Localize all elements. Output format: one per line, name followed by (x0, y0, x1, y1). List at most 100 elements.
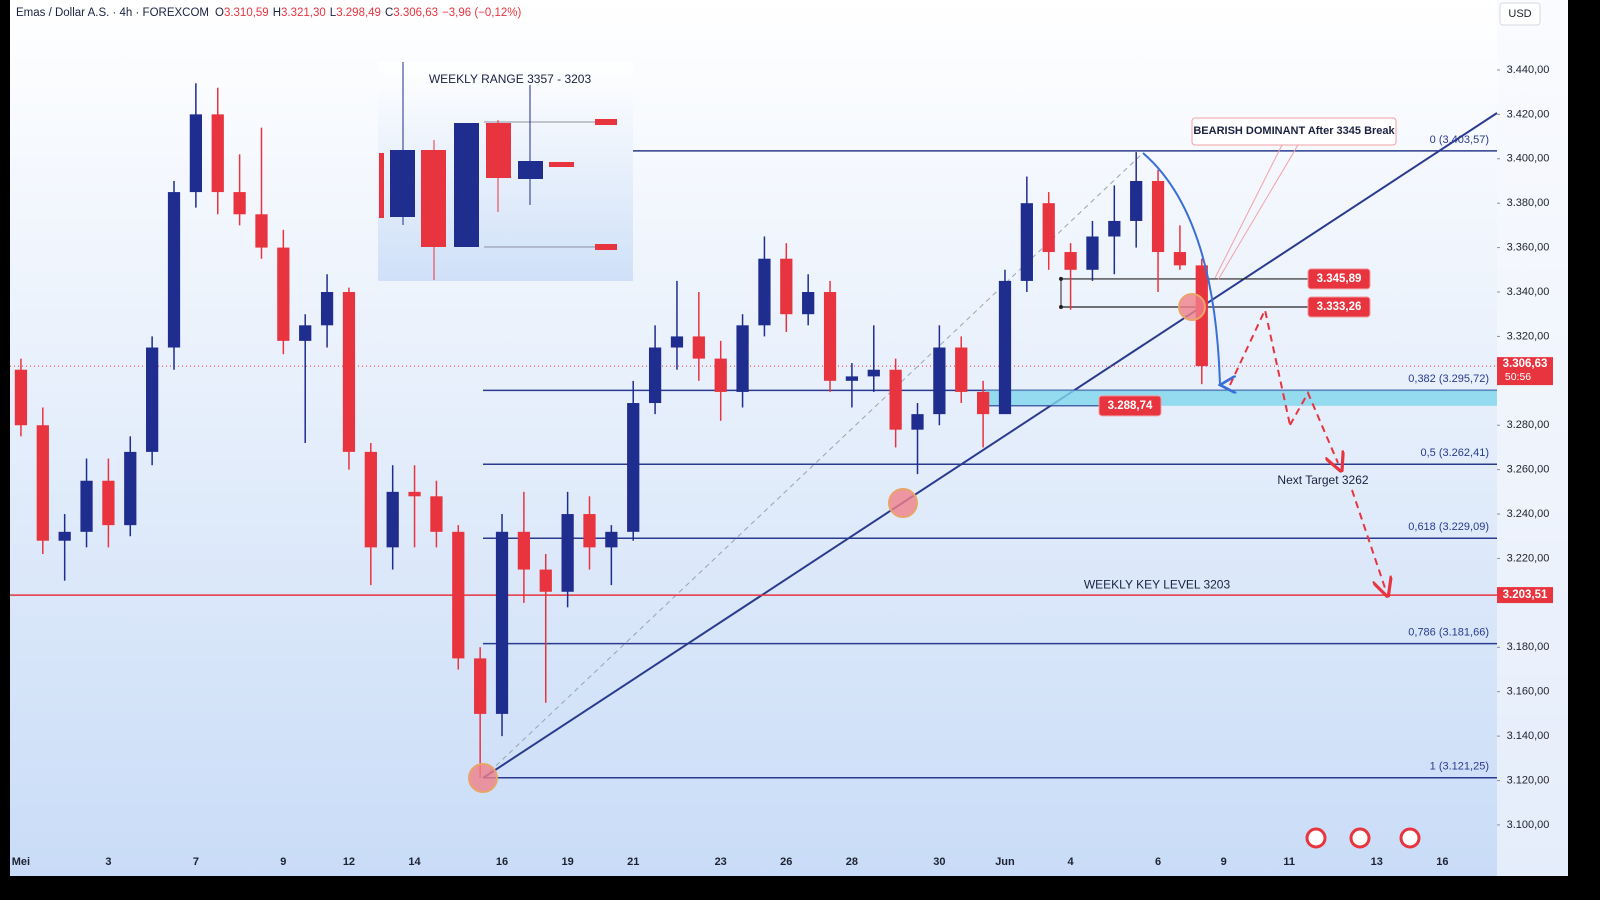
candle-body (430, 496, 443, 532)
candle-body (495, 531, 509, 714)
candle-body (955, 347, 968, 392)
candle-body (299, 325, 312, 341)
inset-candle (390, 150, 415, 217)
ohlc-value: 3.321,30 (281, 7, 326, 19)
pivot-circle (1178, 293, 1206, 321)
weekly-range-inset: WEEKLY RANGE 3357 - 3203 (378, 62, 633, 281)
price-axis (1497, 0, 1568, 876)
plot: 3.100,00 3.120,00 3.140,00 3.160,00 3.180,00… (10, 64, 1553, 868)
ohlc-prefix: C (385, 7, 393, 19)
fib-label: 0 (3.403,57) (1430, 134, 1489, 146)
y-tick-label: 3.160,00 (1507, 686, 1550, 698)
price-tag (1307, 296, 1371, 318)
x-tick-label: 6 (1155, 856, 1161, 868)
candle-body (911, 414, 924, 430)
candle-body (1020, 203, 1033, 281)
candle-body (189, 114, 202, 193)
inset-candle (379, 153, 384, 218)
x-tick-label: 12 (343, 856, 355, 868)
event-flag (1349, 827, 1371, 849)
y-tick-label: 3.320,00 (1507, 330, 1550, 342)
key-level-tag-text: 3.203,51 (1503, 589, 1548, 601)
candle-body (36, 425, 49, 541)
fib-label: 0,5 (3.262,41) (1421, 447, 1490, 459)
candle-body (255, 214, 268, 248)
candle-body (102, 480, 115, 526)
candle-body (845, 376, 859, 381)
x-tick-label: 9 (280, 856, 286, 868)
y-tick-label: 3.120,00 (1507, 774, 1550, 786)
x-tick-label: 3 (105, 856, 111, 868)
candle-body (780, 258, 793, 315)
x-tick-label: Jun (995, 856, 1015, 868)
candle-body (736, 325, 749, 392)
candle-body (80, 480, 93, 532)
candle-body (452, 531, 465, 659)
candle-body (233, 192, 246, 215)
inset-tag (595, 119, 617, 125)
candle-body (1151, 180, 1165, 253)
ohlc-value: 3.306,63 (393, 7, 438, 19)
event-flag (1305, 827, 1327, 849)
inset-candle (421, 150, 446, 247)
inset-candle (518, 161, 543, 179)
candle-body (167, 192, 181, 348)
x-tick-label: 11 (1283, 856, 1295, 868)
y-tick-label: 3.180,00 (1507, 641, 1550, 653)
price-tag (1307, 268, 1371, 290)
event-flags (1305, 827, 1421, 849)
key-level-label: WEEKLY KEY LEVEL 3203 (1084, 577, 1231, 591)
currency-box[interactable] (1499, 2, 1541, 26)
symbol: Emas / Dollar A.S. · 4h · FOREXCOM (16, 7, 209, 19)
candle-body (320, 292, 334, 326)
change: −3,96 (−0,12%) (442, 7, 521, 19)
bearish-arrow (1142, 152, 1220, 385)
last-price-text: 3.306,63 (1503, 358, 1548, 370)
y-tick-label: 3.220,00 (1507, 552, 1550, 564)
inset-tag (595, 244, 617, 250)
x-tick-label: 13 (1371, 856, 1383, 868)
y-tick-label: 3.280,00 (1507, 419, 1550, 431)
candle-body (364, 451, 377, 548)
projection (1351, 489, 1385, 588)
x-tick-label: 7 (193, 856, 199, 868)
candle-body (1064, 252, 1077, 270)
drawings (482, 112, 1498, 779)
ohlc-value: 3.310,59 (224, 7, 269, 19)
candle-body (867, 369, 880, 377)
x-tick-label: 16 (496, 856, 508, 868)
inset-candle (486, 123, 511, 178)
ohlc-prefix: H (273, 7, 281, 19)
x-tick-label: 14 (408, 856, 421, 868)
support-zone (985, 390, 1497, 406)
candle-body (648, 347, 662, 404)
x-tick-label: 23 (715, 856, 727, 868)
candle-body (692, 336, 705, 359)
candle-body (758, 258, 771, 326)
x-tick-label: 9 (1221, 856, 1227, 868)
callout-text: BEARISH DOMINANT After 3345 Break (1193, 125, 1395, 137)
pivot-circle (888, 488, 918, 518)
fib-label: 1 (3.121,25) (1430, 761, 1489, 773)
candle-body (517, 531, 531, 570)
candle-body (1130, 180, 1143, 221)
candle-body (933, 347, 946, 415)
projection (1289, 390, 1338, 463)
candle-body (561, 514, 574, 592)
key-level-tag (1497, 587, 1553, 604)
candle-body (670, 336, 684, 348)
candle-body (1173, 252, 1187, 266)
x-tick-label: 21 (627, 856, 639, 868)
x-tick-label: 28 (846, 856, 858, 868)
candle-body (539, 569, 552, 592)
candle-body (802, 292, 815, 315)
candle-body (605, 531, 618, 548)
candle-body (14, 369, 28, 426)
candle-body (58, 531, 71, 541)
fib-label: 0,786 (3.181,66) (1408, 627, 1489, 639)
candle-body (1042, 203, 1055, 253)
candle-body (823, 292, 837, 381)
y-tick-label: 3.100,00 (1507, 819, 1550, 831)
candle-body (474, 658, 487, 714)
